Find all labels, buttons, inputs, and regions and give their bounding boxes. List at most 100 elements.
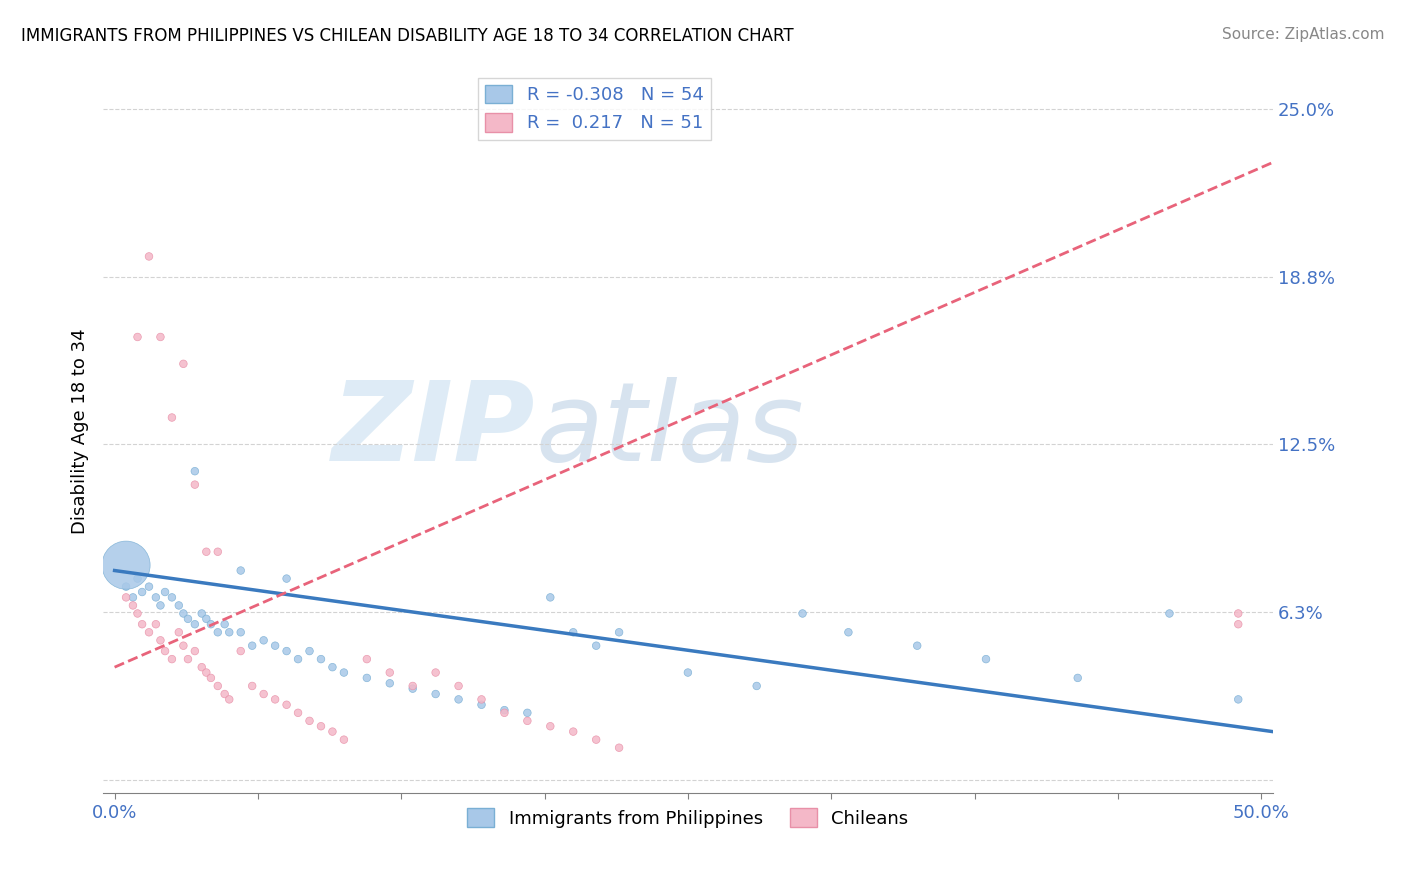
Point <box>172 607 194 621</box>
Point <box>1067 671 1090 685</box>
Point <box>229 625 252 640</box>
Point <box>160 652 183 666</box>
Point <box>425 687 447 701</box>
Point <box>153 585 176 599</box>
Point <box>115 558 138 573</box>
Point <box>333 665 356 680</box>
Point <box>298 644 321 658</box>
Point <box>122 591 145 605</box>
Legend: Immigrants from Philippines, Chileans: Immigrants from Philippines, Chileans <box>460 801 915 835</box>
Point <box>172 639 194 653</box>
Point <box>138 580 160 594</box>
Point <box>145 591 167 605</box>
Point <box>253 687 276 701</box>
Point <box>356 652 378 666</box>
Point <box>229 564 252 578</box>
Point <box>494 706 516 720</box>
Point <box>229 644 252 658</box>
Point <box>1227 607 1250 621</box>
Text: atlas: atlas <box>536 377 804 484</box>
Point <box>447 679 470 693</box>
Point <box>298 714 321 728</box>
Point <box>333 732 356 747</box>
Point <box>516 714 538 728</box>
Point <box>160 591 183 605</box>
Point <box>200 617 222 632</box>
Point <box>837 625 859 640</box>
Point <box>905 639 928 653</box>
Point <box>190 660 212 674</box>
Point <box>538 719 561 733</box>
Point <box>276 572 298 586</box>
Point <box>218 692 240 706</box>
Point <box>309 652 332 666</box>
Point <box>149 330 172 344</box>
Point <box>516 706 538 720</box>
Point <box>240 639 263 653</box>
Point <box>1159 607 1181 621</box>
Point <box>494 703 516 717</box>
Point <box>974 652 997 666</box>
Point <box>402 679 425 693</box>
Point <box>190 607 212 621</box>
Point <box>115 591 138 605</box>
Point <box>167 599 190 613</box>
Point <box>177 612 200 626</box>
Point <box>195 545 218 559</box>
Point <box>167 625 190 640</box>
Point <box>276 698 298 712</box>
Point <box>470 692 492 706</box>
Point <box>207 545 229 559</box>
Point <box>607 740 630 755</box>
Point <box>145 617 167 632</box>
Point <box>122 599 145 613</box>
Point <box>470 698 492 712</box>
Point <box>131 617 153 632</box>
Y-axis label: Disability Age 18 to 34: Disability Age 18 to 34 <box>72 328 89 533</box>
Point <box>184 644 207 658</box>
Point <box>562 625 585 640</box>
Point <box>160 410 183 425</box>
Point <box>321 724 343 739</box>
Point <box>378 665 401 680</box>
Point <box>309 719 332 733</box>
Point <box>184 477 207 491</box>
Point <box>1227 692 1250 706</box>
Point <box>184 617 207 632</box>
Point <box>378 676 401 690</box>
Point <box>127 572 149 586</box>
Point <box>538 591 561 605</box>
Point <box>172 357 194 371</box>
Point <box>447 692 470 706</box>
Point <box>115 580 138 594</box>
Point <box>214 617 236 632</box>
Point <box>585 732 607 747</box>
Point <box>585 639 607 653</box>
Point <box>131 585 153 599</box>
Text: IMMIGRANTS FROM PHILIPPINES VS CHILEAN DISABILITY AGE 18 TO 34 CORRELATION CHART: IMMIGRANTS FROM PHILIPPINES VS CHILEAN D… <box>21 27 794 45</box>
Point <box>127 607 149 621</box>
Point <box>607 625 630 640</box>
Point <box>745 679 768 693</box>
Point <box>264 639 287 653</box>
Point <box>253 633 276 648</box>
Point <box>240 679 263 693</box>
Point <box>200 671 222 685</box>
Point <box>425 665 447 680</box>
Text: Source: ZipAtlas.com: Source: ZipAtlas.com <box>1222 27 1385 42</box>
Point <box>676 665 699 680</box>
Point <box>177 652 200 666</box>
Point <box>356 671 378 685</box>
Point <box>1227 617 1250 632</box>
Point <box>287 706 309 720</box>
Point <box>184 464 207 478</box>
Point <box>276 644 298 658</box>
Point <box>149 633 172 648</box>
Point <box>138 625 160 640</box>
Point <box>127 330 149 344</box>
Point <box>792 607 814 621</box>
Point <box>321 660 343 674</box>
Text: ZIP: ZIP <box>332 377 536 484</box>
Point <box>149 599 172 613</box>
Point <box>195 665 218 680</box>
